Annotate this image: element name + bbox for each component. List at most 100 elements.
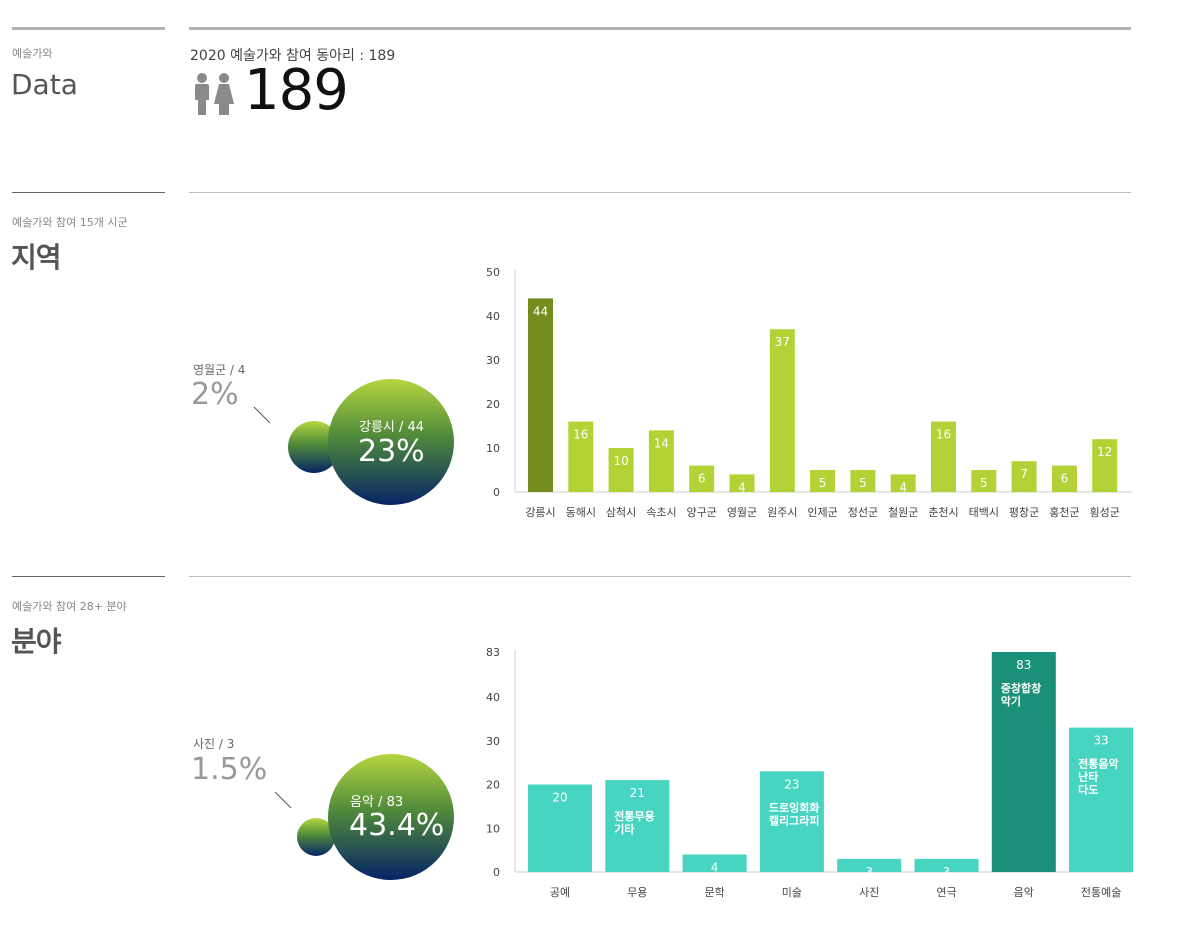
x-tick-label: 춘천시 (928, 505, 958, 519)
bar (605, 780, 670, 872)
region-title: 지역 (11, 241, 62, 274)
x-tick-label: 공예 (550, 886, 570, 899)
bar (890, 474, 916, 492)
bar-sublabel: 캘리그라피 (769, 813, 820, 827)
data-label: 4 (738, 480, 746, 494)
region-main-rule (189, 192, 1131, 193)
region-bar-chart: 0 10 20 30 40 50 44 강릉시 16 동해시 10 삼척시 14 속초시 6 양구군 4 영월군 3… (486, 266, 1132, 519)
bar (689, 465, 715, 492)
y-tick-label: 83 (486, 646, 500, 659)
x-tick-label: 미술 (782, 886, 802, 899)
data-label: 21 (630, 786, 645, 800)
y-tick-label: 30 (486, 354, 500, 367)
bar (1092, 439, 1118, 492)
field-left-rule (12, 576, 165, 577)
bar-sublabel: 악기 (1001, 694, 1021, 708)
data-label: 6 (1061, 472, 1069, 486)
region-small-bubble (288, 421, 340, 473)
y-tick-label: 50 (486, 266, 500, 279)
y-tick-label: 10 (486, 822, 500, 835)
total-label: 2020 예술가와 참여 동아리 : 189 (190, 48, 396, 64)
bar (810, 470, 836, 492)
x-tick-label: 속초시 (646, 506, 676, 519)
region-small-label: 영월군 / 4 (193, 363, 246, 377)
data-label: 16 (573, 428, 588, 442)
y-tick-label: 20 (486, 398, 500, 411)
bar (914, 858, 979, 872)
header-main-rule (189, 27, 1131, 30)
y-tick-label: 20 (486, 779, 500, 792)
x-tick-label: 인제군 (807, 506, 837, 519)
field-title: 분야 (11, 625, 62, 658)
y-tick-label: 10 (486, 442, 500, 455)
region-big-label: 강릉시 / 44 (359, 420, 425, 435)
x-tick-label: 전통예술 (1081, 886, 1121, 899)
data-label: 37 (775, 335, 790, 349)
x-tick-label: 강릉시 (525, 506, 555, 519)
bar-sublabel: 기타 (614, 822, 635, 836)
bar-sublabel: 드로잉회화 (769, 800, 820, 814)
data-label: 7 (1020, 467, 1028, 481)
data-label: 44 (533, 304, 548, 318)
x-tick-label: 원주시 (767, 506, 797, 519)
data-label: 20 (552, 791, 567, 805)
x-tick-label: 문학 (704, 886, 724, 899)
region-big-pct: 23% (358, 434, 425, 469)
data-label: 4 (711, 861, 719, 875)
bar (971, 470, 997, 492)
data-label: 16 (936, 428, 951, 442)
region-small-pct: 2% (191, 377, 239, 412)
total-value: 189 (244, 58, 349, 123)
data-label: 12 (1097, 445, 1112, 459)
x-tick-label: 음악 (1014, 886, 1034, 899)
data-label: 5 (859, 476, 867, 490)
field-big-bubble (328, 754, 454, 880)
bar (769, 329, 795, 492)
x-tick-label: 철원군 (888, 506, 918, 519)
y-tick-label: 40 (486, 310, 500, 323)
bar-sublabel: 전통음악 (1078, 757, 1118, 771)
data-label: 23 (784, 777, 799, 791)
y-tick-label: 0 (493, 486, 500, 499)
bar (682, 854, 747, 872)
data-kicker: 예술가와 (12, 47, 53, 60)
data-label: 4 (899, 480, 907, 494)
bar (1011, 461, 1037, 492)
bar (608, 448, 634, 492)
x-tick-label: 홍천군 (1049, 505, 1079, 519)
field-main-rule (189, 576, 1131, 577)
x-tick-label: 평창군 (1009, 506, 1039, 519)
data-label: 10 (613, 454, 628, 468)
x-tick-label: 연극 (936, 886, 956, 899)
bar-sublabel: 전통무용 (614, 809, 654, 823)
x-tick-label: 횡성군 (1090, 506, 1120, 519)
bar-sublabel: 난타 (1078, 770, 1099, 784)
data-label: 3 (865, 865, 873, 879)
region-kicker: 예술가와 참여 15개 시군 (12, 216, 128, 229)
bar (729, 474, 755, 492)
y-tick-label: 30 (486, 735, 500, 748)
y-tick-label: 0 (493, 866, 500, 879)
x-tick-label: 태백시 (969, 506, 999, 519)
bar (759, 771, 824, 872)
data-label: 14 (654, 436, 669, 450)
region-left-rule (12, 192, 165, 193)
data-label: 33 (1093, 734, 1108, 748)
region-bubbles (253, 379, 454, 505)
bar (528, 784, 592, 872)
x-tick-label: 삼척시 (606, 506, 636, 519)
x-tick-label: 양구군 (687, 506, 717, 519)
x-tick-label: 무용 (627, 886, 647, 899)
data-label: 5 (980, 476, 988, 490)
bar (1069, 727, 1134, 872)
field-big-pct: 43.4% (349, 808, 445, 843)
bar (528, 298, 553, 492)
data-label: 5 (819, 476, 827, 490)
field-small-pct: 1.5% (191, 752, 268, 787)
y-tick-label: 40 (486, 691, 500, 704)
bar-sublabel: 중창합창 (1001, 681, 1041, 695)
region-big-bubble (328, 379, 454, 505)
field-small-bubble (297, 818, 335, 856)
x-tick-label: 정선군 (848, 506, 878, 519)
